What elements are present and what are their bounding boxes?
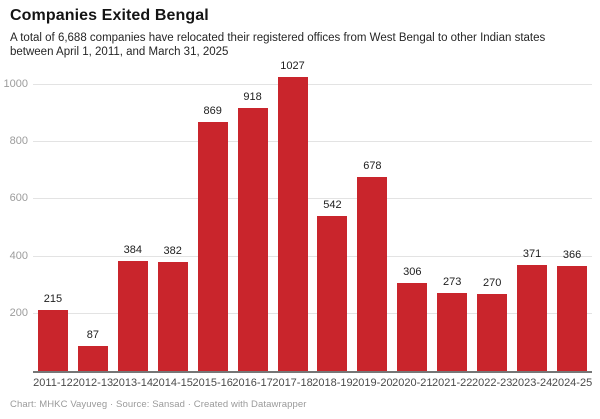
bar-slot-2019-20: 678 2019-20 [352,62,392,389]
x-tick-label-2014-15: 2014-15 [152,377,193,389]
value-label-2018-19: 542 [323,198,342,211]
x-tick-label-2011-12: 2011-12 [33,377,73,389]
x-tick-label-2015-16: 2015-16 [192,377,233,389]
bar-slot-2012-13: 87 2012-13 [73,62,113,389]
value-label-2015-16: 869 [203,105,222,118]
bar-2019-20[interactable] [357,177,388,371]
bar-slot-2023-24: 371 2023-24 [512,62,552,389]
x-tick-label-2019-20: 2019-20 [352,377,393,389]
x-tick-label-2017-18: 2017-18 [272,377,313,389]
x-tick-label-2021-22: 2021-22 [432,377,473,389]
value-label-2024-25: 366 [562,249,582,262]
y-axis: 200 400 600 800 1000 [0,62,28,371]
value-label-2020-21: 306 [403,266,422,279]
y-tick-label-200: 200 [9,306,28,319]
bar-slot-2011-12: 215 2011-12 [33,62,73,389]
bar-slot-2014-15: 382 2014-15 [153,62,193,389]
bar-slot-2022-23: 270 2022-23 [472,62,512,389]
chart-subtitle: A total of 6,688 companies have relocate… [10,32,546,59]
x-axis-line [33,371,592,373]
y-tick-label-400: 400 [9,249,28,262]
bar-2016-17[interactable] [237,108,268,371]
bar-2015-16[interactable] [197,122,228,371]
bar-2021-22[interactable] [437,292,468,371]
gridline-1000 [33,83,592,85]
x-tick-label-2020-21: 2020-21 [392,377,433,389]
x-tick-label-2012-13: 2012-13 [72,377,114,389]
value-label-2011-12: 215 [43,292,63,305]
x-tick-label-2013-14: 2013-14 [112,377,153,389]
x-tick-label-2024-25: 2024-25 [551,377,593,389]
gridline-600 [33,198,592,200]
gridline-200 [33,312,592,314]
y-tick-label-1000: 1000 [3,77,28,90]
value-label-2012-13: 87 [86,329,99,342]
bar-chart: 215 2011-12 87 2012-13 384 2013-14 382 2014-15 8… [33,60,592,389]
value-label-2013-14: 384 [123,244,142,257]
bar-slot-2016-17: 918 2016-17 [232,62,272,389]
chart-title: Companies Exited Bengal [10,7,209,24]
y-tick-label-600: 600 [9,192,28,205]
x-tick-label-2018-19: 2018-19 [312,377,353,389]
bar-2022-23[interactable] [477,293,508,371]
bar-2011-12[interactable] [37,309,68,371]
bar-slot-2018-19: 542 2018-19 [312,62,352,389]
bar-2023-24[interactable] [517,264,548,371]
value-label-2017-18: 1027 [280,60,305,73]
bar-slot-2020-21: 306 2020-21 [392,62,432,389]
attribution-text: Chart: MHKC Vayuveg · Source: Sansad · C… [10,399,307,410]
bar-2024-25[interactable] [557,266,588,371]
value-label-2014-15: 382 [163,244,182,257]
y-tick-label-800: 800 [9,135,28,148]
value-label-2021-22: 273 [443,275,462,288]
bar-slot-2015-16: 869 2015-16 [192,62,232,389]
bar-2017-18[interactable] [277,77,308,371]
bar-2012-13[interactable] [77,346,108,371]
bar-2013-14[interactable] [117,261,148,371]
x-tick-label-2022-23: 2022-23 [471,377,513,389]
bar-slot-2013-14: 384 2013-14 [113,62,153,389]
gridline-400 [33,255,592,257]
value-label-2019-20: 678 [363,160,382,173]
bar-slot-2021-22: 273 2021-22 [432,62,472,389]
value-label-2016-17: 918 [243,91,262,104]
bar-2020-21[interactable] [397,283,428,371]
value-label-2023-24: 371 [522,247,542,260]
bar-slot-2017-18: 1027 2017-18 [272,60,312,389]
bar-2014-15[interactable] [157,261,188,371]
value-label-2022-23: 270 [482,276,502,289]
x-tick-label-2023-24: 2023-24 [511,377,553,389]
bar-slot-2024-25: 366 2024-25 [552,62,592,389]
bar-2018-19[interactable] [317,215,348,371]
x-tick-label-2016-17: 2016-17 [232,377,273,389]
gridline-800 [33,141,592,143]
